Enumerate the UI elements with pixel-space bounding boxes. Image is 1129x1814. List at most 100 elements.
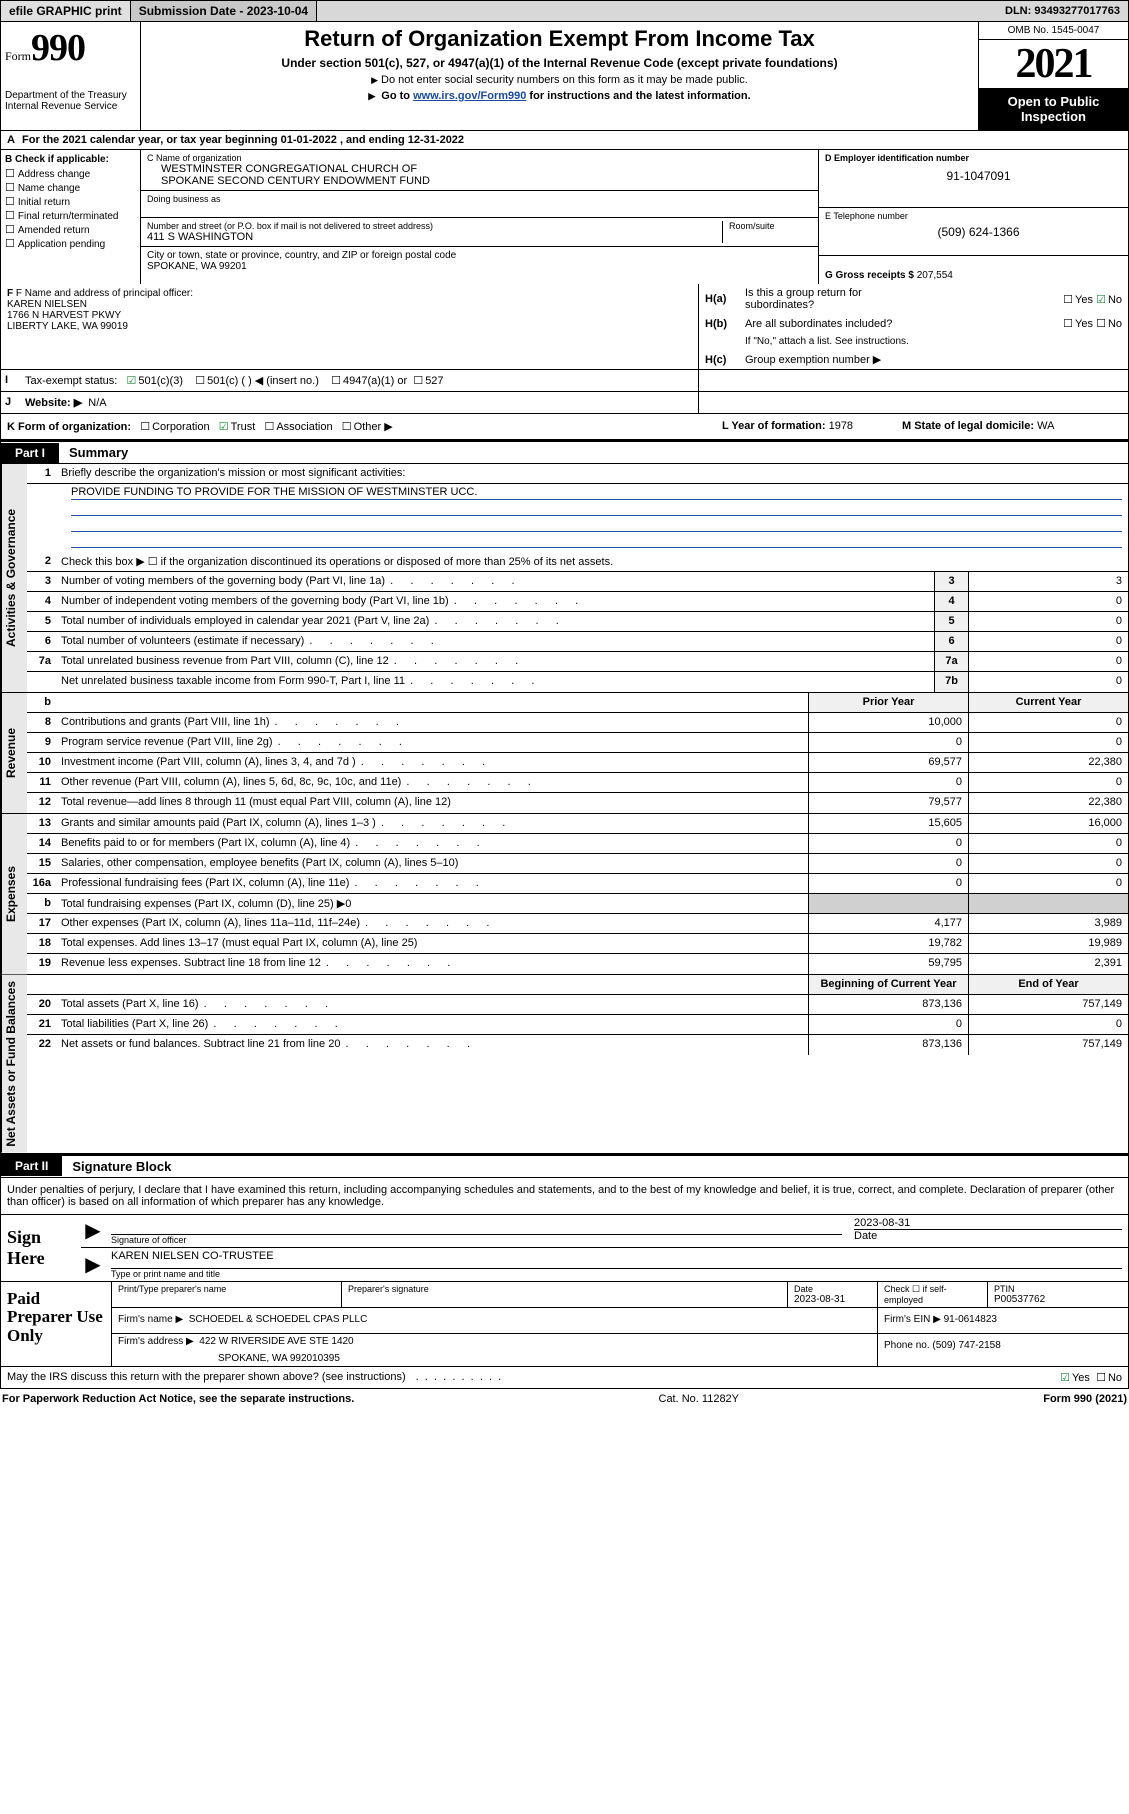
line-number: 6 bbox=[27, 632, 57, 651]
section-vertical-label: Expenses bbox=[1, 814, 27, 974]
firm-name-cell: Firm's name ▶ SCHOEDEL & SCHOEDEL CPAS P… bbox=[112, 1308, 878, 1333]
row-klm: K Form of organization: Corporation Trus… bbox=[0, 414, 1129, 440]
h-c-row: H(c) Group exemption number ▶ bbox=[699, 350, 1128, 369]
officer-signature-row: ▶ Signature of officer 2023-08-31 Date bbox=[81, 1215, 1128, 1248]
sign-date-cell: 2023-08-31 Date bbox=[848, 1215, 1128, 1247]
mission-lines: PROVIDE FUNDING TO PROVIDE FOR THE MISSI… bbox=[27, 484, 1128, 552]
line-number: 5 bbox=[27, 612, 57, 631]
chk-amended-return[interactable]: Amended return bbox=[5, 223, 136, 236]
officer-signature-line[interactable] bbox=[111, 1217, 842, 1235]
section-body: Beginning of Current YearEnd of Year20To… bbox=[27, 975, 1128, 1153]
section-vertical-label: Net Assets or Fund Balances bbox=[1, 975, 27, 1153]
discuss-yes-checkbox[interactable]: Yes bbox=[1060, 1371, 1090, 1384]
irs-link[interactable]: www.irs.gov/Form990 bbox=[413, 90, 526, 102]
summary-line: 8Contributions and grants (Part VIII, li… bbox=[27, 713, 1128, 733]
line-number: 14 bbox=[27, 834, 57, 853]
line-text: Total revenue—add lines 8 through 11 (mu… bbox=[57, 793, 808, 813]
chk-trust[interactable]: Trust bbox=[219, 421, 256, 433]
firm-phone-cell: Phone no. (509) 747-2158 bbox=[878, 1334, 1128, 1366]
line-text: Briefly describe the organization's miss… bbox=[57, 464, 1128, 483]
current-year-value: 0 bbox=[968, 713, 1128, 732]
prior-year-value: 0 bbox=[808, 1015, 968, 1034]
line-number: b bbox=[27, 693, 57, 712]
discuss-no-checkbox[interactable]: No bbox=[1096, 1371, 1122, 1384]
sign-here-right: ▶ Signature of officer 2023-08-31 Date ▶… bbox=[81, 1215, 1128, 1281]
preparer-signature-cell: Preparer's signature bbox=[342, 1282, 788, 1307]
irs-discuss-text: May the IRS discuss this return with the… bbox=[7, 1371, 406, 1383]
chk-name-change[interactable]: Name change bbox=[5, 181, 136, 194]
irs-discuss-dots: . . . . . . . . . . bbox=[406, 1371, 1060, 1383]
current-year-value: 0 bbox=[968, 834, 1128, 853]
line-text: Grants and similar amounts paid (Part IX… bbox=[57, 814, 808, 833]
submission-date-label: Submission Date - 2023-10-04 bbox=[131, 1, 317, 21]
h-a-row: H(a) Is this a group return forsubordina… bbox=[699, 284, 1128, 314]
chk-final-return[interactable]: Final return/terminated bbox=[5, 209, 136, 222]
line-value: 0 bbox=[968, 592, 1128, 611]
chk-application-pending[interactable]: Application pending bbox=[5, 237, 136, 250]
address-label: Number and street (or P.O. box if mail i… bbox=[147, 221, 722, 231]
line-text: Total unrelated business revenue from Pa… bbox=[57, 652, 934, 671]
chk-527[interactable]: 527 bbox=[413, 375, 443, 387]
prior-year-value: 19,782 bbox=[808, 934, 968, 953]
current-year-value: 0 bbox=[968, 773, 1128, 792]
efile-graphic-print-button[interactable]: efile GRAPHIC print bbox=[1, 1, 131, 21]
sign-date-value: 2023-08-31 bbox=[854, 1217, 1122, 1229]
chk-501c3[interactable]: 501(c)(3) bbox=[127, 375, 184, 387]
ha-yes-checkbox[interactable]: Yes bbox=[1063, 294, 1093, 306]
line-text: Net assets or fund balances. Subtract li… bbox=[57, 1035, 808, 1055]
gross-value: 207,554 bbox=[917, 270, 953, 281]
line-number: 16a bbox=[27, 874, 57, 893]
line-text: Total liabilities (Part X, line 26) bbox=[57, 1015, 808, 1034]
footer-last-row: For Paperwork Reduction Act Notice, see … bbox=[0, 1389, 1129, 1409]
part-2-title: Signature Block bbox=[62, 1156, 181, 1177]
section-body: 13Grants and similar amounts paid (Part … bbox=[27, 814, 1128, 974]
summary-line: Beginning of Current YearEnd of Year bbox=[27, 975, 1128, 995]
summary-section: RevenuebPrior YearCurrent Year8Contribut… bbox=[0, 693, 1129, 814]
summary-line: 15Salaries, other compensation, employee… bbox=[27, 854, 1128, 874]
signature-intro: Under penalties of perjury, I declare th… bbox=[0, 1178, 1129, 1215]
officer-name-cell: KAREN NIELSEN CO-TRUSTEE Type or print n… bbox=[105, 1248, 1128, 1281]
line-number bbox=[27, 975, 57, 994]
summary-line: 7aTotal unrelated business revenue from … bbox=[27, 652, 1128, 672]
line-text: Professional fundraising fees (Part IX, … bbox=[57, 874, 808, 893]
section-m: M State of legal domicile: WA bbox=[902, 420, 1122, 433]
row-i-right-spacer bbox=[698, 370, 1128, 391]
city-label: City or town, state or province, country… bbox=[147, 250, 812, 261]
current-year-value: 19,989 bbox=[968, 934, 1128, 953]
irs-discuss-row: May the IRS discuss this return with the… bbox=[0, 1367, 1129, 1389]
chk-other[interactable]: Other ▶ bbox=[342, 421, 393, 433]
current-year-value: 22,380 bbox=[968, 793, 1128, 813]
line-number: 1 bbox=[27, 464, 57, 483]
chk-4947[interactable]: 4947(a)(1) or bbox=[331, 375, 407, 387]
irs-label: Internal Revenue Service bbox=[5, 101, 136, 112]
hb-prefix: H(b) bbox=[705, 318, 745, 330]
sign-here-block: Sign Here ▶ Signature of officer 2023-08… bbox=[0, 1215, 1129, 1282]
line-number bbox=[27, 672, 57, 692]
paid-preparer-block: Paid Preparer Use Only Print/Type prepar… bbox=[0, 1282, 1129, 1367]
row-a-text: For the 2021 calendar year, or tax year … bbox=[22, 134, 464, 146]
chk-address-change[interactable]: Address change bbox=[5, 167, 136, 180]
hb-no-checkbox[interactable]: No bbox=[1096, 318, 1122, 330]
hc-label: Group exemption number ▶ bbox=[745, 353, 1122, 366]
line-ref-number: 7a bbox=[934, 652, 968, 671]
chk-association[interactable]: Association bbox=[264, 421, 332, 433]
chk-initial-return[interactable]: Initial return bbox=[5, 195, 136, 208]
current-year-value: 22,380 bbox=[968, 753, 1128, 772]
row-i: I Tax-exempt status: 501(c)(3) 501(c) ( … bbox=[0, 370, 1129, 392]
ha-no-checkbox[interactable]: No bbox=[1096, 294, 1122, 306]
chk-corporation[interactable]: Corporation bbox=[140, 421, 209, 433]
chk-501c[interactable]: 501(c) ( ) ◀ (insert no.) bbox=[195, 375, 319, 387]
form-subtitle-1: Under section 501(c), 527, or 4947(a)(1)… bbox=[151, 56, 968, 70]
line-number: 10 bbox=[27, 753, 57, 772]
line-number: b bbox=[27, 894, 57, 913]
website-value: N/A bbox=[88, 397, 106, 409]
hb-yes-checkbox[interactable]: Yes bbox=[1063, 318, 1093, 330]
row-j-right-spacer bbox=[698, 392, 1128, 413]
row-j-letter: J bbox=[1, 392, 21, 413]
mission-text: PROVIDE FUNDING TO PROVIDE FOR THE MISSI… bbox=[71, 486, 1122, 500]
summary-section: Activities & Governance1Briefly describe… bbox=[0, 464, 1129, 693]
telephone-cell: E Telephone number (509) 624-1366 bbox=[819, 208, 1128, 256]
summary-line: 21Total liabilities (Part X, line 26)00 bbox=[27, 1015, 1128, 1035]
address-cell: Number and street (or P.O. box if mail i… bbox=[141, 218, 818, 247]
ha-checks: Yes No bbox=[1063, 293, 1122, 306]
